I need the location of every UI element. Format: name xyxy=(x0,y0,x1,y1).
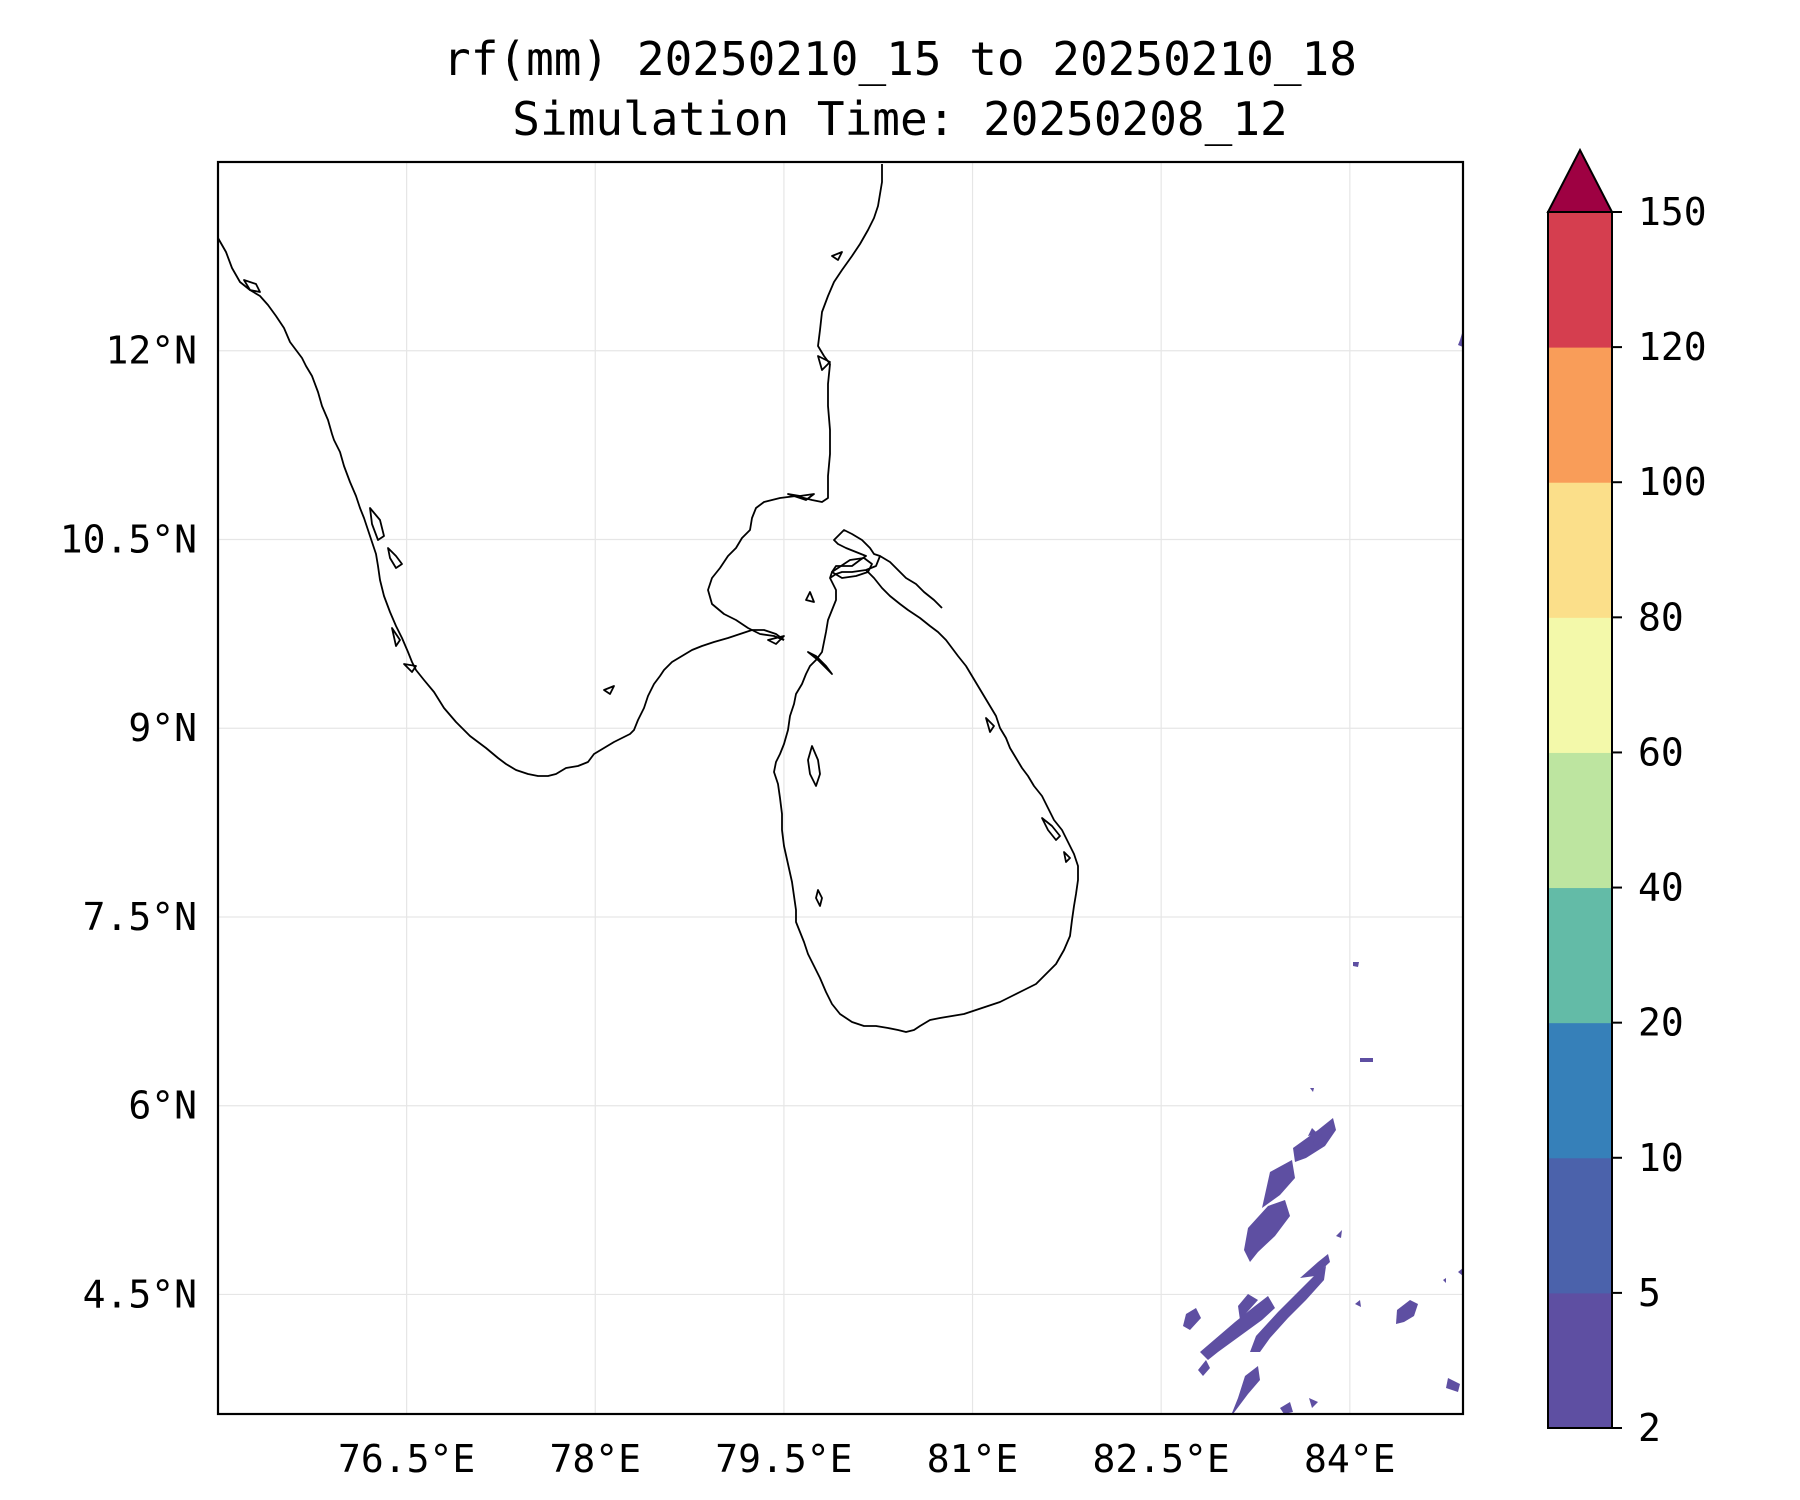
colorbar-tick-label: 150 xyxy=(1638,190,1707,234)
colorbar-tick-label: 60 xyxy=(1638,730,1684,774)
lon-tick-label: 78°E xyxy=(550,1437,642,1481)
rain-patch xyxy=(1360,1058,1373,1062)
colorbar-tick-label: 2 xyxy=(1638,1406,1661,1450)
coast-islet xyxy=(603,685,615,695)
rain-patch xyxy=(1396,1300,1418,1324)
mannar-island xyxy=(767,635,785,645)
rain-patch xyxy=(1280,1402,1293,1414)
coast-islet xyxy=(1041,817,1061,841)
rain-patch xyxy=(1183,1308,1201,1330)
sri-lanka-coastline xyxy=(773,529,1079,1033)
rain-patch xyxy=(1293,1118,1336,1162)
colorbar-tick-label: 80 xyxy=(1638,595,1684,639)
map-frame xyxy=(216,160,1465,1416)
lat-tick-label: 6°N xyxy=(128,1084,197,1128)
colorbar-tick-label: 40 xyxy=(1638,866,1684,910)
lat-tick-label: 9°N xyxy=(128,706,197,750)
gridlines xyxy=(218,162,1463,1414)
rain-patch xyxy=(1231,1366,1260,1414)
coast-islet xyxy=(831,251,843,261)
lat-tick-label: 10.5°N xyxy=(60,517,197,561)
lon-tick-label: 84°E xyxy=(1304,1437,1396,1481)
colorbar-segment xyxy=(1548,752,1612,889)
coast-islet xyxy=(817,355,831,371)
coast-islet xyxy=(985,717,995,733)
colorbar-tick-label: 5 xyxy=(1638,1271,1661,1315)
chart-title: rf(mm) 20250210_15 to 20250210_18 xyxy=(443,32,1357,86)
india-coastline-east xyxy=(707,164,883,641)
colorbar-segment xyxy=(1548,1022,1612,1159)
rain-patch xyxy=(1238,1294,1258,1320)
lon-tick-label: 82.5°E xyxy=(1093,1437,1230,1481)
colorbar-segment xyxy=(1548,212,1612,348)
rain-patch xyxy=(1300,1254,1330,1278)
rain-patch xyxy=(1262,1160,1295,1208)
colorbar-tick-label: 20 xyxy=(1638,1001,1684,1045)
rainfall-contours xyxy=(1183,330,1463,1414)
rain-patch xyxy=(1244,1200,1290,1262)
rain-patch xyxy=(1309,1398,1318,1408)
coast-islet xyxy=(1063,851,1071,863)
colorbar-tick-label: 120 xyxy=(1638,325,1707,369)
colorbar-segment xyxy=(1548,617,1612,753)
coast-islet xyxy=(391,627,401,647)
coast-islet xyxy=(387,547,403,569)
lat-tick-label: 12°N xyxy=(105,329,197,373)
rain-patch xyxy=(1355,1300,1361,1307)
puttalam-lagoon xyxy=(807,745,821,787)
rain-patch xyxy=(1336,1230,1342,1238)
colorbar-frame xyxy=(1547,211,1613,1429)
chart-subtitle: Simulation Time: 20250208_12 xyxy=(512,92,1288,146)
rain-patch xyxy=(1313,1134,1322,1146)
colorbar-segment xyxy=(1548,347,1612,483)
longitude-axis: 76.5°E 78°E 79.5°E 81°E 82.5°E 84°E xyxy=(338,1437,1396,1481)
colorbar-segment xyxy=(1548,482,1612,618)
colorbar: 2 5 10 20 40 60 80 100 120 150 xyxy=(1546,147,1707,1450)
india-coastline xyxy=(218,237,785,777)
coast-islet xyxy=(243,279,261,293)
rain-patch xyxy=(1198,1360,1210,1376)
coast-islet xyxy=(369,507,385,541)
lon-tick-label: 76.5°E xyxy=(338,1437,475,1481)
coast-islet xyxy=(815,889,823,907)
rain-patch xyxy=(1308,1128,1318,1136)
lon-tick-label: 79.5°E xyxy=(715,1437,852,1481)
rain-patch xyxy=(1200,1296,1275,1360)
rain-patch xyxy=(1446,1378,1460,1392)
coast-islet xyxy=(403,663,417,673)
latitude-axis: 12°N 10.5°N 9°N 7.5°N 6°N 4.5°N xyxy=(60,329,197,1317)
coast-islet xyxy=(787,493,815,501)
rain-patch xyxy=(1458,330,1463,347)
lat-tick-label: 4.5°N xyxy=(83,1272,197,1316)
rain-patch xyxy=(1250,1266,1326,1352)
lon-tick-label: 81°E xyxy=(927,1437,1019,1481)
lat-tick-label: 7.5°N xyxy=(83,895,197,939)
jaffna-lagoon xyxy=(831,557,873,579)
coastlines xyxy=(218,164,1079,1033)
colorbar-extend-arrow xyxy=(1546,147,1614,213)
colorbar-segment xyxy=(1548,887,1612,1024)
colorbar-segment xyxy=(1548,1157,1612,1294)
colorbar-tick-label: 100 xyxy=(1638,460,1707,504)
rain-patch xyxy=(1353,962,1359,967)
coast-islet xyxy=(805,591,815,603)
colorbar-segment xyxy=(1548,1292,1612,1429)
rain-patch xyxy=(1443,1278,1446,1283)
rain-patch xyxy=(1458,1268,1463,1276)
colorbar-tick-label: 10 xyxy=(1638,1136,1684,1180)
coast-islet xyxy=(807,651,833,675)
rain-patch xyxy=(1310,1088,1314,1092)
